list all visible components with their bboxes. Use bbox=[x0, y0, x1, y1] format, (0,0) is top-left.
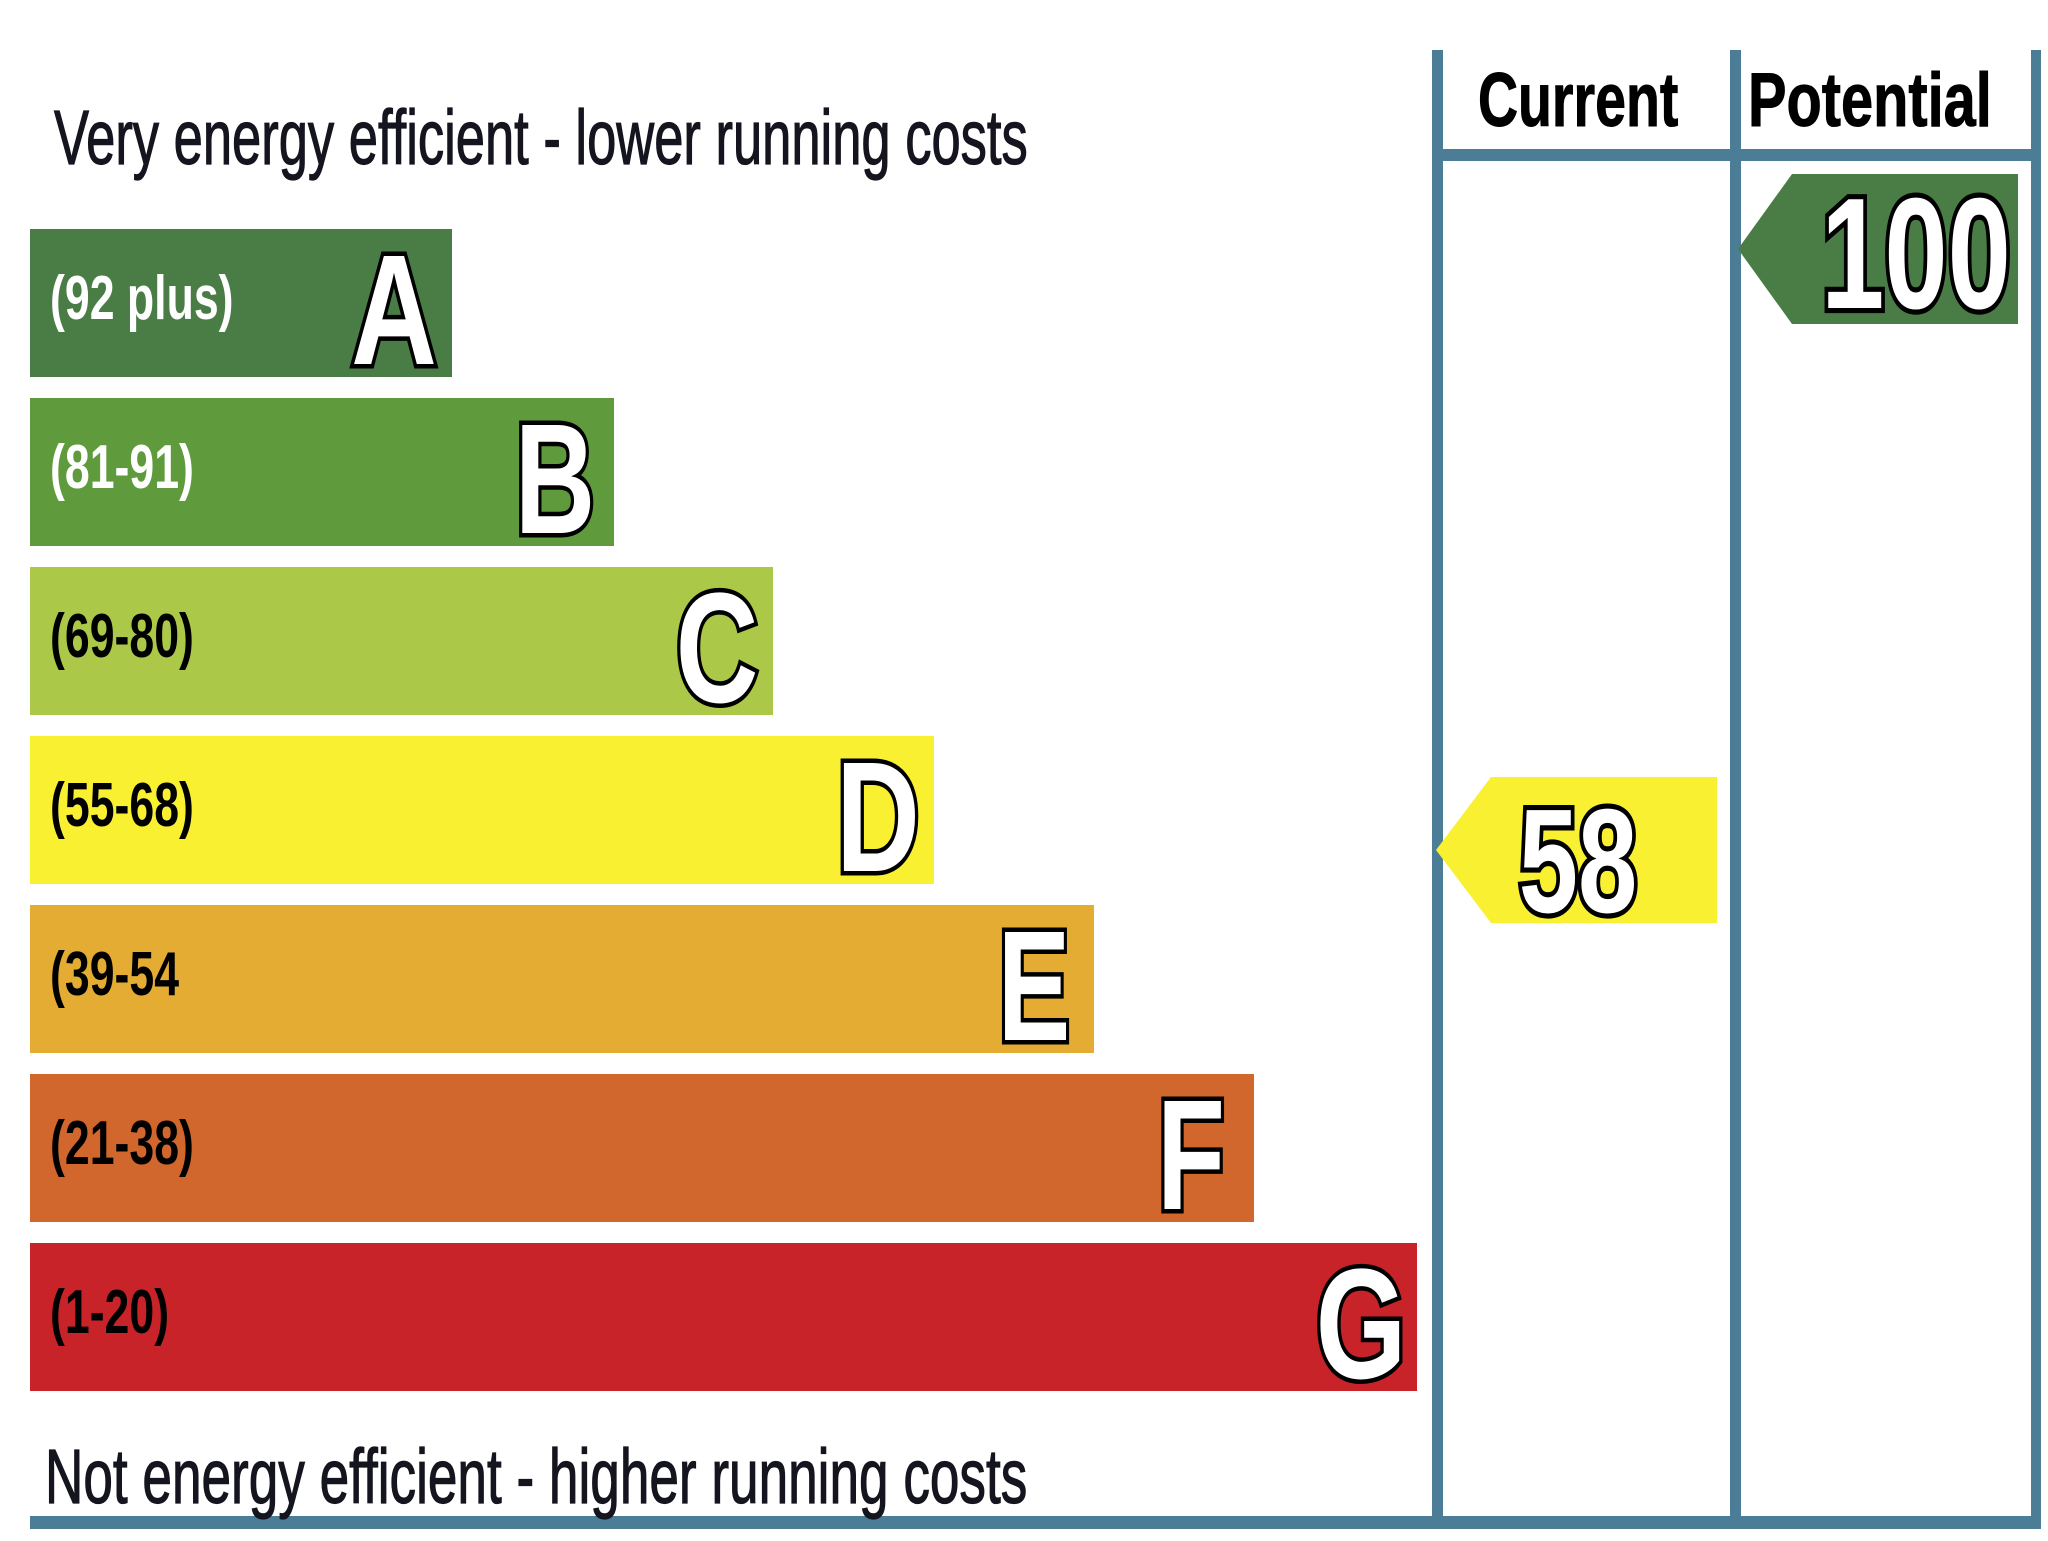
svg-text:Potential: Potential bbox=[1748, 58, 1992, 142]
svg-text:Current: Current bbox=[1478, 59, 1678, 144]
svg-text:Very energy efficient - lower: Very energy efficient - lower running co… bbox=[54, 94, 1028, 180]
svg-text:(1-20): (1-20) bbox=[50, 1278, 169, 1347]
svg-text:C: C bbox=[676, 561, 759, 736]
svg-text:Not energy efficient - higher: Not energy efficient - higher running co… bbox=[45, 1434, 1027, 1520]
svg-text:(39-54: (39-54 bbox=[50, 940, 179, 1009]
svg-text:B: B bbox=[515, 391, 595, 566]
svg-text:D: D bbox=[836, 730, 920, 905]
svg-text:G: G bbox=[1316, 1237, 1407, 1412]
svg-text:(81-91): (81-91) bbox=[50, 433, 194, 502]
svg-text:58: 58 bbox=[1519, 779, 1638, 944]
svg-text:(69-80): (69-80) bbox=[50, 602, 194, 671]
svg-text:F: F bbox=[1157, 1067, 1225, 1242]
svg-text:(92 plus): (92 plus) bbox=[50, 264, 234, 333]
svg-text:E: E bbox=[998, 898, 1070, 1074]
svg-text:A: A bbox=[351, 223, 437, 398]
svg-text:100: 100 bbox=[1821, 166, 2011, 343]
svg-text:(55-68): (55-68) bbox=[50, 771, 194, 840]
svg-text:(21-38): (21-38) bbox=[50, 1109, 194, 1178]
